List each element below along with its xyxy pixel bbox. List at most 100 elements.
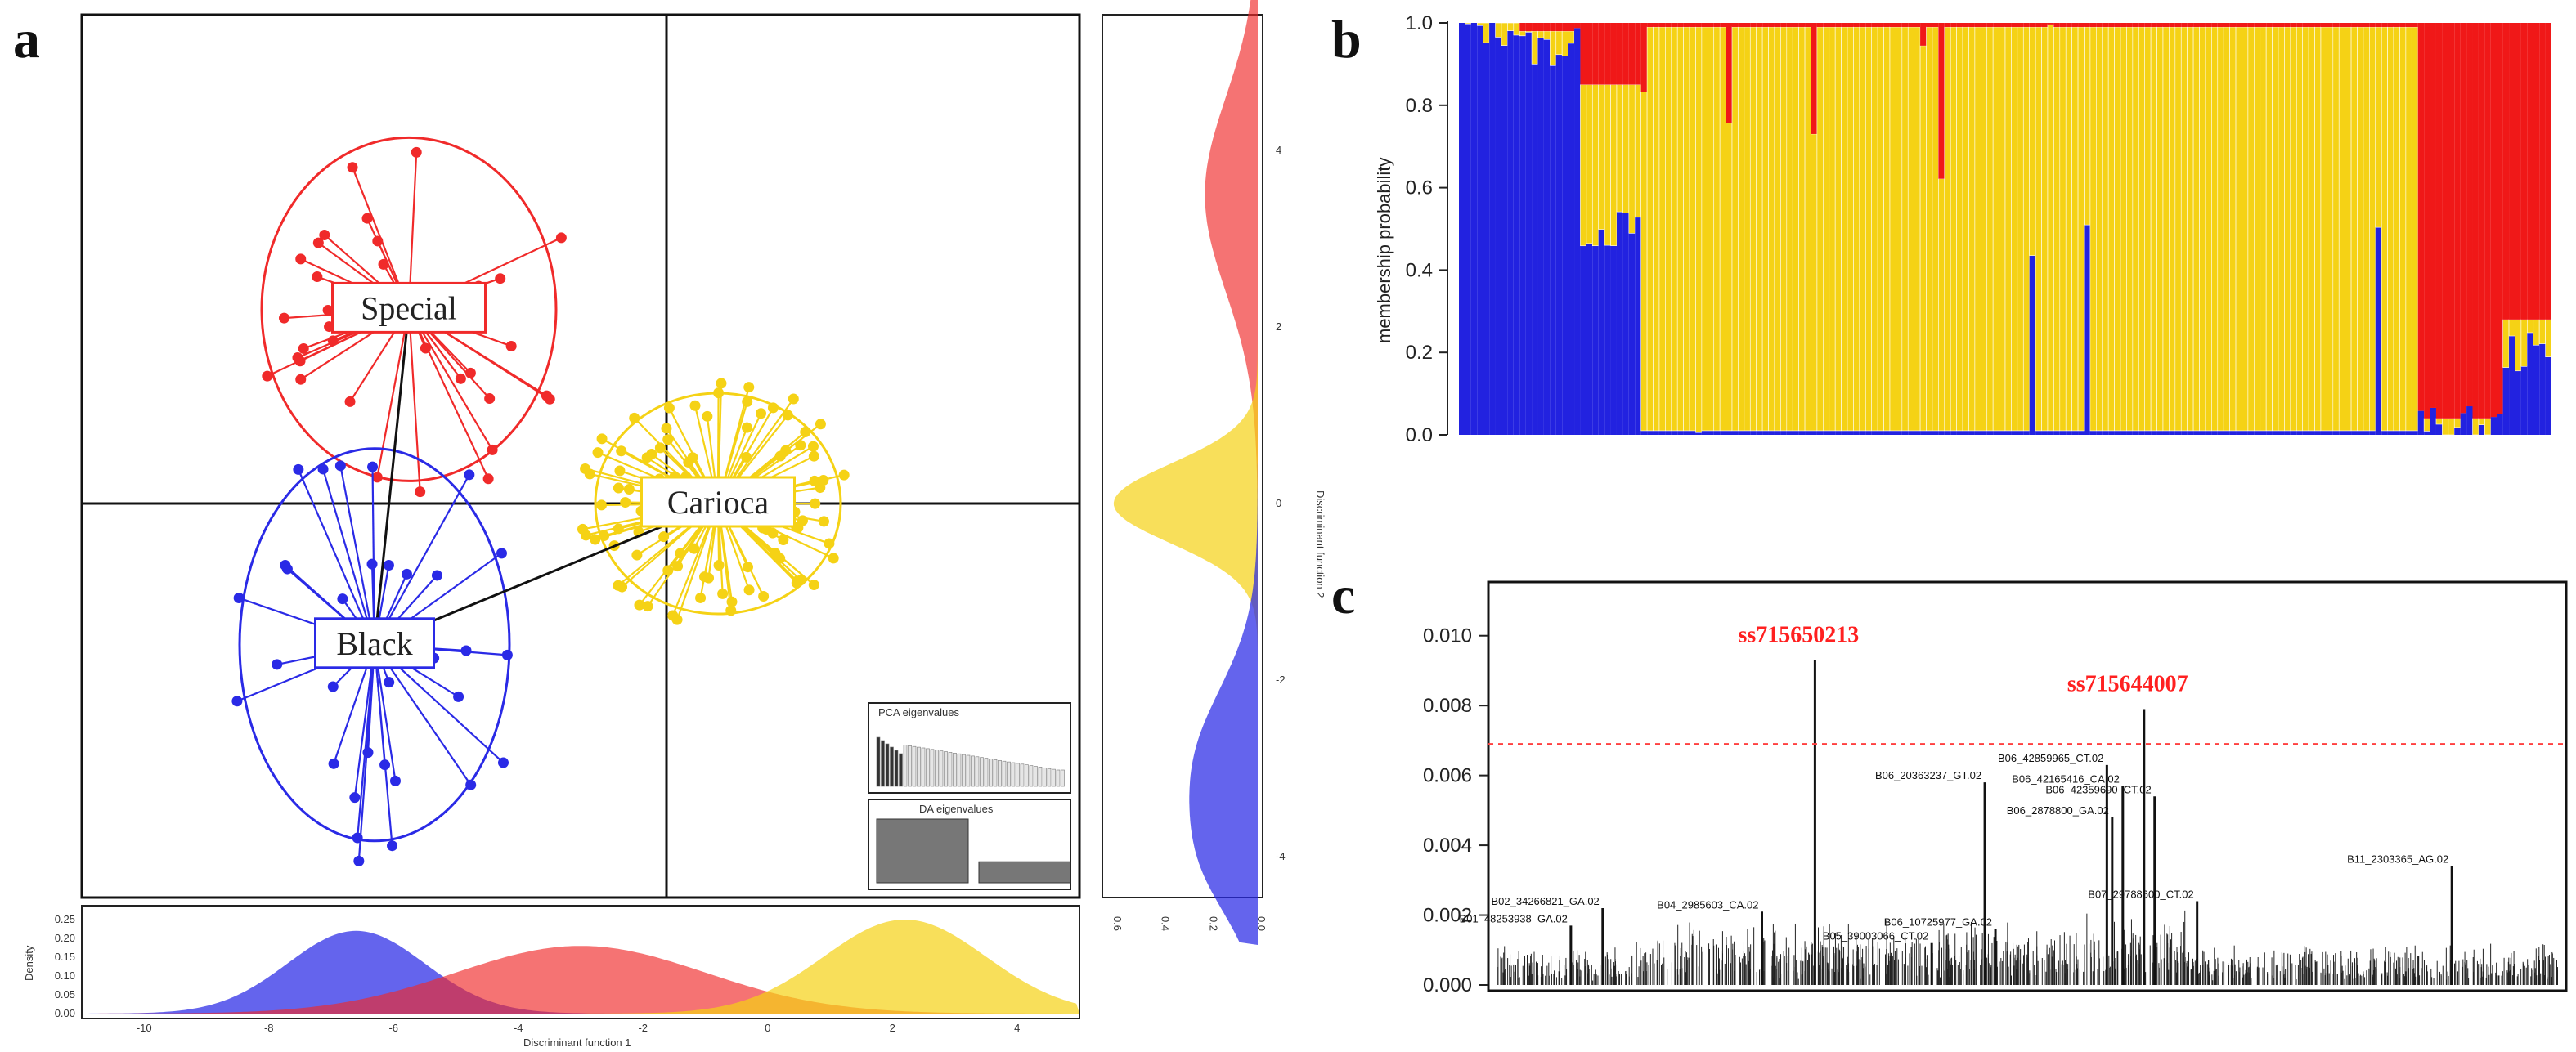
membership-bar-yellow [2520, 319, 2528, 367]
density-df1-xtick: 4 [1014, 1022, 1020, 1034]
membership-bar-blue [2151, 430, 2157, 435]
membership-bar-red [1798, 23, 1806, 28]
membership-bar-blue [1914, 430, 1921, 435]
membership-bar-blue [1592, 245, 1599, 435]
membership-bar-blue [1986, 430, 1994, 435]
membership-bar-red [2472, 23, 2479, 419]
membership-bar-red [2029, 23, 2036, 28]
point-carioca [717, 588, 729, 599]
point-black [431, 570, 442, 581]
snp-peak-label: B06_20363237_GT.02 [1875, 769, 1981, 781]
membership-bar-blue [2272, 430, 2278, 435]
membership-bar-red [1525, 23, 1533, 32]
membership-bar-blue [2417, 410, 2425, 435]
membership-bar-yellow [1537, 30, 1545, 38]
point-carioca [815, 419, 826, 430]
membership-bar-yellow [2126, 26, 2134, 432]
membership-bar-blue [1793, 430, 1799, 435]
point-special [505, 340, 517, 351]
membership-bar-yellow [2156, 26, 2164, 432]
snp-peak-label: B05_39003066_CT.02 [1823, 930, 1928, 942]
point-black [401, 568, 412, 580]
membership-bar-yellow [2350, 26, 2358, 432]
membership-bar-red [2497, 23, 2503, 414]
membership-bar-blue [1805, 430, 1811, 435]
membership-bar-red [2417, 23, 2425, 411]
membership-bar-red [1780, 23, 1787, 28]
panel-label-b: b [1331, 10, 1362, 69]
point-black [384, 677, 395, 688]
membership-bar-blue [2120, 430, 2127, 435]
density-df1-xtick: -4 [514, 1022, 523, 1034]
pca-eigenvalue-bar [971, 755, 975, 787]
membership-bar-yellow [1658, 26, 1666, 432]
membership-bar-blue [2381, 430, 2388, 435]
membership-bar-red [1963, 23, 1969, 28]
membership-bar-yellow [2047, 24, 2054, 432]
association-ytick: 0.002 [1423, 905, 1472, 927]
association-ytick: 0.000 [1423, 974, 1472, 996]
membership-bar-blue [2394, 430, 2400, 435]
point-carioca [662, 434, 674, 445]
membership-bar-blue [1944, 430, 1951, 435]
membership-bar-blue [1720, 430, 1726, 435]
point-carioca [695, 592, 707, 603]
membership-bar-red [1756, 23, 1763, 28]
membership-bar-red [2174, 23, 2182, 28]
membership-bar-red [1744, 23, 1751, 28]
pca-eigenvalue-bar [908, 745, 912, 787]
pca-eigenvalue-bar [1002, 760, 1007, 787]
membership-bar-blue [1938, 430, 1945, 435]
membership-bar-blue [1708, 430, 1714, 435]
membership-bar-red [2454, 23, 2461, 419]
pca-eigenvalue-bar [980, 757, 984, 787]
membership-bar-yellow [1543, 30, 1551, 40]
density-df2-xtick: 0.2 [1207, 916, 1219, 931]
membership-bar-yellow [2242, 26, 2249, 432]
membership-bar-red [1622, 23, 1629, 85]
membership-bar-yellow [1768, 26, 1775, 432]
membership-bar-blue [2217, 430, 2224, 435]
membership-bar-yellow [1798, 26, 1806, 432]
pca-eigenvalue-bar [993, 759, 998, 787]
membership-bar-yellow [2035, 26, 2042, 432]
membership-bar-yellow [1804, 26, 1811, 432]
membership-bar-yellow [1561, 30, 1568, 56]
membership-bar-yellow [2199, 26, 2206, 432]
density-df2-xtick: 0.0 [1255, 916, 1268, 931]
membership-bar-red [1938, 23, 1945, 179]
membership-bar-yellow [1938, 178, 1945, 432]
membership-bar-yellow [1708, 26, 1715, 432]
membership-bar-yellow [2084, 26, 2091, 226]
membership-bar-red [2332, 23, 2340, 28]
membership-bar-blue [1701, 430, 1708, 435]
membership-bar-yellow [1610, 84, 1618, 246]
membership-bar-blue [2205, 430, 2212, 435]
membership-bar-blue [2096, 430, 2103, 435]
point-black [383, 559, 394, 571]
point-carioca [577, 523, 588, 535]
ellipse-special [260, 136, 558, 482]
membership-bar-red [2205, 23, 2212, 28]
association-ytick: 0.004 [1423, 835, 1472, 857]
membership-bar-red [1580, 23, 1586, 85]
point-carioca [725, 605, 737, 616]
panel-label-a: a [13, 10, 40, 69]
membership-bar-blue [1690, 430, 1696, 435]
pca-eigenvalue-bar [1056, 769, 1061, 787]
membership-bar-blue [2035, 430, 2042, 435]
membership-bar-yellow [1992, 26, 1999, 432]
point-carioca [807, 441, 819, 452]
membership-bar-yellow [2029, 26, 2036, 256]
membership-bar-red [2193, 23, 2200, 28]
membership-bar-yellow [2533, 319, 2540, 346]
membership-bar-blue [2387, 430, 2394, 435]
membership-bar-blue [2284, 430, 2291, 435]
density-df1-xlabel: Discriminant function 1 [523, 1036, 631, 1049]
membership-bar-blue [2053, 430, 2060, 435]
membership-bar-blue [2066, 430, 2072, 435]
membership-bar-red [1658, 23, 1666, 28]
membership-bar-red [2502, 23, 2510, 320]
membership-bar-red [2309, 23, 2315, 28]
membership-bar-red [2224, 23, 2230, 28]
